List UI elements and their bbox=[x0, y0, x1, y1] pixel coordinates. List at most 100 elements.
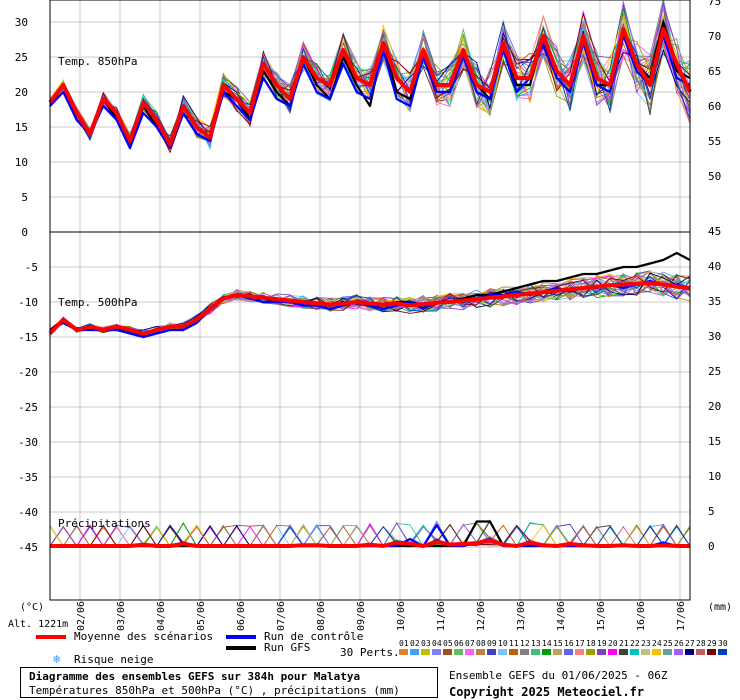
pert-swatch bbox=[619, 649, 628, 655]
pert-number: 12 bbox=[520, 639, 530, 648]
pert-number: 16 bbox=[564, 639, 574, 648]
x-tick-label: 05/06 bbox=[196, 601, 207, 631]
main-series bbox=[48, 20, 692, 548]
mean-line-0 bbox=[48, 27, 692, 147]
pert-swatch bbox=[608, 649, 617, 655]
pert-swatch bbox=[586, 649, 595, 655]
pert-number: 23 bbox=[641, 639, 651, 648]
pert-number: 25 bbox=[663, 639, 673, 648]
pert-number: 07 bbox=[465, 639, 475, 648]
pert-number: 08 bbox=[476, 639, 486, 648]
y-tick-500: -25 bbox=[18, 401, 38, 414]
pert-swatch bbox=[718, 649, 727, 655]
y-tick-500: -35 bbox=[18, 471, 38, 484]
pert-swatch bbox=[454, 649, 463, 655]
pert-number: 26 bbox=[674, 639, 684, 648]
pert-number: 09 bbox=[487, 639, 497, 648]
y-tick-850-right: 55 bbox=[708, 135, 721, 148]
perturbation-line bbox=[49, 21, 691, 145]
pert-swatch bbox=[564, 649, 573, 655]
pert-swatch bbox=[641, 649, 650, 655]
legend-gfs-swatch bbox=[226, 646, 256, 650]
footer-title-box: Diagramme des ensembles GEFS sur 384h po… bbox=[20, 667, 438, 698]
t850-title: Temp. 850hPa bbox=[58, 55, 137, 68]
y-tick-500: -45 bbox=[18, 541, 38, 554]
legend-mean-swatch bbox=[36, 635, 66, 639]
y-tick-precip: 35 bbox=[708, 295, 721, 308]
panel-500-frame bbox=[49, 231, 691, 601]
tick-labels: 02/06 03/06 04/06 05/06 06/06 07/06 08/06 09/06… bbox=[15, 0, 722, 631]
pert-swatch bbox=[520, 649, 529, 655]
y-tick-precip: 5 bbox=[708, 505, 715, 518]
pert-number: 29 bbox=[707, 639, 717, 648]
x-tick-label: 07/06 bbox=[276, 601, 287, 631]
pert-number: 21 bbox=[619, 639, 629, 648]
footer-title: Diagramme des ensembles GEFS sur 384h po… bbox=[29, 670, 361, 683]
pert-swatch bbox=[663, 649, 672, 655]
y-tick-850-right: 65 bbox=[708, 65, 721, 78]
pert-swatch bbox=[498, 649, 507, 655]
mean-line-2 bbox=[50, 538, 690, 548]
pert-swatch bbox=[465, 649, 474, 655]
y-tick-850: 10 bbox=[15, 156, 28, 169]
legend-control-swatch bbox=[226, 635, 256, 639]
x-tick-label: 13/06 bbox=[516, 601, 527, 631]
pert-swatch bbox=[432, 649, 441, 655]
pert-swatch bbox=[553, 649, 562, 655]
altitude-label: Alt. 1221m bbox=[8, 619, 68, 630]
pert-swatch bbox=[509, 649, 518, 655]
pert-swatch bbox=[707, 649, 716, 655]
pert-swatch bbox=[696, 649, 705, 655]
legend-gfs: Run GFS bbox=[264, 641, 311, 654]
right-unit: (mm) bbox=[708, 602, 732, 613]
pert-number: 10 bbox=[498, 639, 508, 648]
pert-swatch bbox=[443, 649, 452, 655]
y-tick-850-right: 70 bbox=[708, 30, 721, 43]
pert-swatch bbox=[487, 649, 496, 655]
pert-number: 27 bbox=[685, 639, 695, 648]
y-tick-precip: 20 bbox=[708, 400, 721, 413]
y-tick-500: -20 bbox=[18, 366, 38, 379]
pert-number: 18 bbox=[586, 639, 596, 648]
y-tick-500: -5 bbox=[25, 261, 38, 274]
y-tick-precip: 45 bbox=[708, 225, 721, 238]
pert-swatch bbox=[421, 649, 430, 655]
axes bbox=[49, 0, 691, 601]
x-tick-label: 12/06 bbox=[476, 601, 487, 631]
x-tick-label: 02/06 bbox=[76, 601, 87, 631]
x-tick-label: 09/06 bbox=[356, 601, 367, 631]
x-tick-label: 15/06 bbox=[596, 601, 607, 631]
x-tick-label: 08/06 bbox=[316, 601, 327, 631]
pert-number: 01 bbox=[399, 639, 409, 648]
pert-swatch bbox=[531, 649, 540, 655]
y-tick-850: 5 bbox=[21, 191, 28, 204]
pert-number: 04 bbox=[432, 639, 442, 648]
pert-swatch bbox=[542, 649, 551, 655]
y-tick-850: 15 bbox=[15, 121, 28, 134]
pert-number: 02 bbox=[410, 639, 420, 648]
copyright: Copyright 2025 Meteociel.fr bbox=[449, 685, 645, 699]
pert-swatch bbox=[575, 649, 584, 655]
y-tick-precip: 15 bbox=[708, 435, 721, 448]
pert-swatch bbox=[674, 649, 683, 655]
snowflake-icon: ❄ bbox=[53, 652, 61, 666]
precip-title: Précipitations bbox=[58, 517, 151, 530]
y-tick-850-right: 75 bbox=[708, 0, 721, 8]
left-unit: (°C) bbox=[20, 602, 44, 613]
run-info: Ensemble GEFS du 01/06/2025 - 06Z bbox=[449, 669, 668, 682]
pert-swatch bbox=[630, 649, 639, 655]
x-tick-label: 14/06 bbox=[556, 601, 567, 631]
x-tick-label: 10/06 bbox=[396, 601, 407, 631]
legend-mean: Moyenne des scénarios bbox=[74, 630, 214, 643]
pert-number: 30 bbox=[718, 639, 728, 648]
y-tick-precip: 30 bbox=[708, 330, 721, 343]
pert-number: 15 bbox=[553, 639, 563, 648]
pert-number: 17 bbox=[575, 639, 585, 648]
y-tick-500: -30 bbox=[18, 436, 38, 449]
pert-number: 05 bbox=[443, 639, 453, 648]
legend-perts: 30 Perts. bbox=[340, 646, 400, 659]
y-tick-500: -10 bbox=[18, 296, 38, 309]
y-tick-850: 30 bbox=[15, 16, 28, 29]
y-tick-850-right: 60 bbox=[708, 100, 721, 113]
t500-title: Temp. 500hPa bbox=[58, 296, 137, 309]
